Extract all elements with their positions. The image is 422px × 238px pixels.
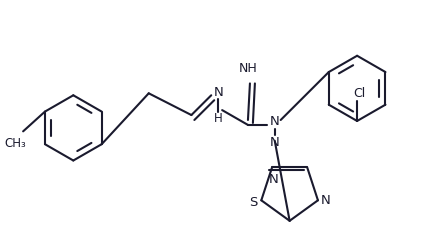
- Text: NH: NH: [238, 62, 257, 75]
- Text: N: N: [321, 194, 331, 207]
- Text: N: N: [269, 173, 279, 185]
- Text: N: N: [270, 136, 280, 149]
- Text: Cl: Cl: [353, 87, 365, 100]
- Text: N: N: [270, 115, 280, 129]
- Text: H: H: [214, 112, 222, 124]
- Text: CH₃: CH₃: [4, 137, 26, 150]
- Text: N: N: [213, 86, 223, 99]
- Text: S: S: [249, 196, 257, 209]
